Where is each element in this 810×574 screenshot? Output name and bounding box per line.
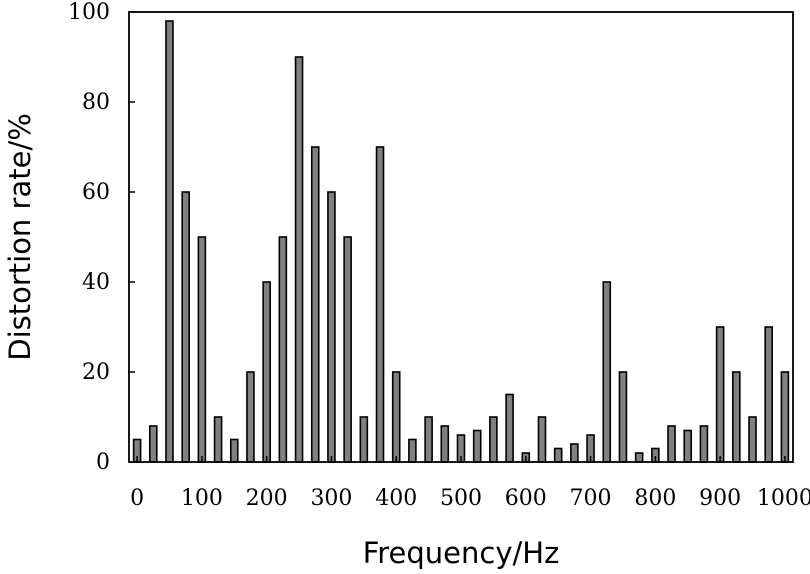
- bar-725: [602, 281, 612, 463]
- bar-425: [408, 438, 417, 463]
- bar-775: [634, 452, 644, 463]
- bar-675: [570, 443, 579, 463]
- x-tick-label-300: 300: [310, 486, 352, 511]
- bar-900: [715, 326, 725, 463]
- x-tick-label-800: 800: [634, 486, 676, 511]
- y-tick-label-80: 80: [82, 90, 110, 115]
- bar-300: [327, 191, 336, 463]
- bar-275: [310, 146, 320, 463]
- x-axis-title: Frequency/Hz: [363, 536, 560, 570]
- x-tick-label-1000: 1000: [757, 486, 810, 511]
- y-tick-label-20: 20: [82, 360, 110, 385]
- bar-225: [278, 236, 288, 463]
- x-axis-ticks: 0 100 200 300 400 500 600 700 800 900 1000: [130, 456, 810, 511]
- bar-950: [748, 416, 757, 463]
- y-tick-label-0: 0: [96, 450, 110, 475]
- bar-550: [489, 416, 498, 463]
- bar-625: [537, 416, 547, 463]
- bar-400: [391, 371, 401, 463]
- x-tick-label-700: 700: [570, 486, 612, 511]
- bar-25: [148, 425, 158, 463]
- bar-350: [359, 416, 369, 463]
- x-tick-label-600: 600: [505, 486, 547, 511]
- bar-575: [505, 393, 514, 463]
- bars-layer: [132, 20, 790, 463]
- x-tick-label-0: 0: [130, 486, 144, 511]
- bar-175: [246, 371, 255, 463]
- y-tick-label-60: 60: [82, 180, 110, 205]
- bar-750: [618, 371, 628, 463]
- bar-525: [472, 429, 482, 463]
- bar-125: [213, 416, 223, 463]
- x-tick-label-500: 500: [440, 486, 482, 511]
- x-tick-label-200: 200: [246, 486, 288, 511]
- y-tick-label-40: 40: [82, 270, 110, 295]
- y-axis-title: Distortion rate/%: [3, 113, 37, 361]
- plot-area-frame: [128, 11, 794, 463]
- bar-75: [181, 191, 190, 463]
- bar-250: [294, 56, 304, 463]
- bar-200: [262, 281, 271, 463]
- bar-825: [667, 425, 676, 463]
- y-tick-label-100: 100: [68, 0, 110, 25]
- bar-975: [764, 326, 774, 463]
- bar-450: [424, 416, 433, 463]
- bar-50: [165, 20, 174, 463]
- bar-150: [229, 438, 239, 463]
- bar-325: [343, 236, 352, 463]
- bar-875: [699, 425, 709, 463]
- bar-850: [683, 429, 693, 463]
- x-tick-label-400: 400: [375, 486, 417, 511]
- bar-475: [440, 425, 450, 463]
- bar-925: [732, 371, 741, 463]
- x-tick-label-900: 900: [699, 486, 741, 511]
- bar-100: [197, 236, 207, 463]
- bar-650: [553, 447, 563, 463]
- y-axis-ticks: 0 20 40 60 80 100: [68, 0, 135, 475]
- bar-1000: [780, 371, 790, 463]
- bar-375: [375, 146, 385, 463]
- x-tick-label-100: 100: [181, 486, 223, 511]
